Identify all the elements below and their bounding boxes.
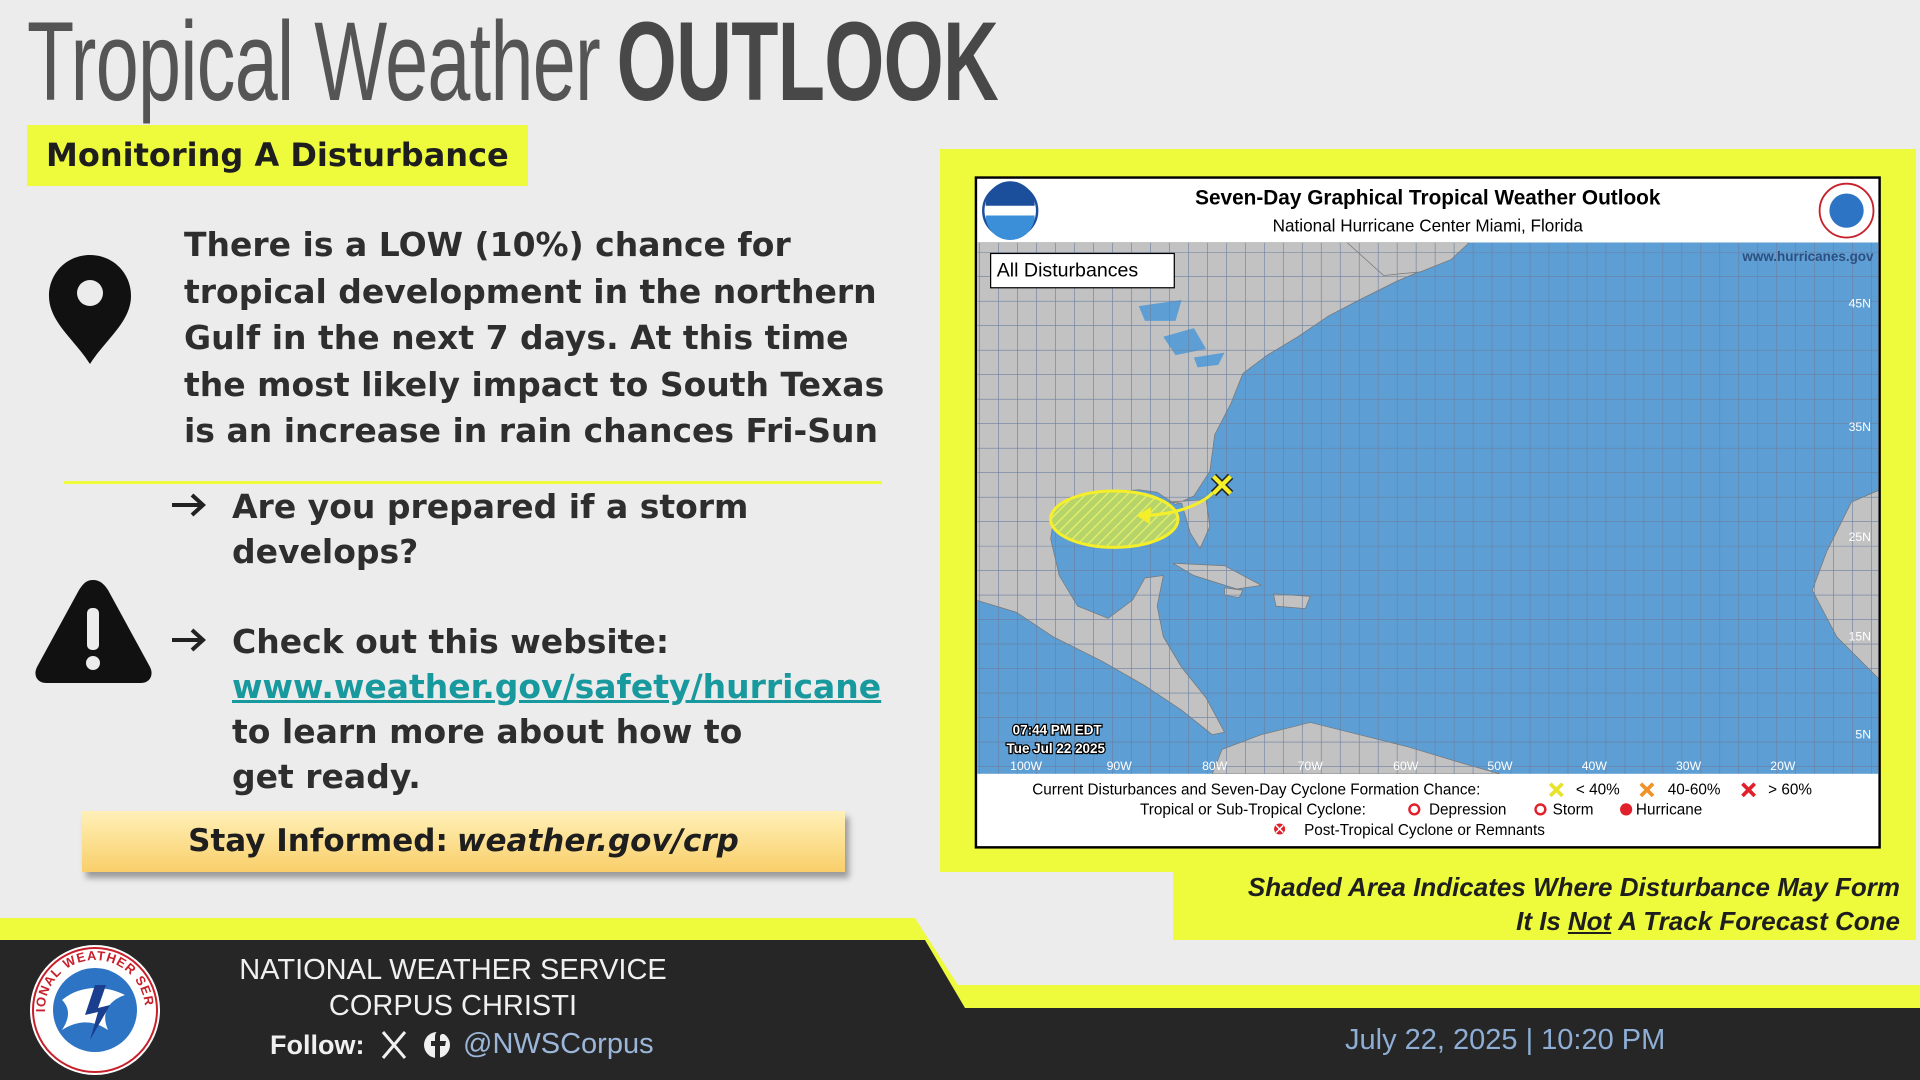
caption: Shaded Area Indicates Where Disturbance … (1248, 870, 1900, 938)
link[interactable]: www.weather.gov/safety/hurricane (232, 667, 882, 706)
nws-map-logo (1818, 182, 1875, 239)
lat-label: 35N (1849, 420, 1871, 434)
legend-item: 40-60% (1668, 782, 1721, 799)
legend-item: > 60% (1768, 782, 1812, 799)
pin-icon (49, 255, 131, 364)
stay-label: Stay Informed: (188, 823, 448, 859)
title-light: Tropical Weather (27, 0, 601, 124)
bullet: Check out this website: www.weather.gov/… (232, 619, 882, 799)
warning-icon (35, 580, 152, 683)
stay-informed: Stay Informed: weather.gov/crp (82, 811, 845, 872)
caption-text: It Is (1516, 906, 1561, 936)
lon-label: 80W (1202, 759, 1228, 773)
disturbance (1049, 473, 1234, 549)
caption-emphasis: Not (1567, 906, 1612, 936)
lon-label: 50W (1487, 759, 1513, 773)
bullet-text: to learn more about how to get ready. (232, 712, 743, 796)
lon-label: 60W (1393, 759, 1419, 773)
title-bold: OUTLOOK (616, 0, 999, 124)
footer-handle[interactable]: @NWSCorpus (463, 1028, 654, 1060)
map-subtitle: National Hurricane Center Miami, Florida (1273, 215, 1584, 235)
caption-text: A Track Forecast Cone (1618, 906, 1900, 936)
badge: Monitoring A Disturbance (27, 125, 528, 186)
lat-label: 5N (1855, 727, 1871, 741)
outlook-map: Seven-Day Graphical Tropical Weather Out… (974, 176, 1881, 849)
legend-item: Storm (1553, 801, 1594, 818)
legend-item: < 40% (1576, 782, 1620, 799)
lon-label: 30W (1676, 759, 1702, 773)
summary: There is a LOW (10%) chance for tropical… (184, 225, 885, 450)
legend-item: Post-Tropical Cyclone or Remnants (1304, 822, 1545, 839)
legend-label: Current Disturbances and Seven-Day Cyclo… (1032, 782, 1480, 799)
legend-item: Hurricane (1636, 801, 1702, 818)
bullet-text: Check out this website: (232, 622, 670, 661)
map-date: Tue Jul 22 2025 (1007, 741, 1106, 756)
map-website: www.hurricanes.gov (1741, 249, 1874, 264)
title: Tropical Weather OUTLOOK (27, 0, 999, 124)
footer-band (0, 940, 1920, 1080)
footer-org: NATIONAL WEATHER SERVICE (239, 954, 667, 986)
lon-label: 90W (1107, 759, 1133, 773)
map-title: Seven-Day Graphical Tropical Weather Out… (1195, 186, 1661, 209)
land (977, 242, 1879, 774)
lon-label: 100W (1010, 759, 1042, 773)
map-tab (990, 252, 1175, 289)
legend-item: Depression (1429, 801, 1506, 818)
lon-label: 20W (1770, 759, 1796, 773)
lon-label: 70W (1298, 759, 1324, 773)
lat-label: 15N (1849, 629, 1871, 643)
stay-link[interactable]: weather.gov/crp (456, 823, 739, 859)
social-icons (381, 1030, 450, 1059)
bullet: Are you prepared if a storm develops? (232, 487, 749, 571)
noaa-logo (982, 181, 1039, 241)
bullet-arrow (172, 493, 206, 652)
map-legend: Current Disturbances and Seven-Day Cyclo… (1032, 782, 1812, 839)
map-tab-label: All Disturbances (997, 260, 1139, 282)
caption-panel (1173, 860, 1916, 940)
divider (64, 481, 882, 484)
footer-office: NATIONAL WEATHER SERVICE CORPUS CHRISTI (228, 952, 678, 1024)
footer-datetime: July 22, 2025 | 10:20 PM (1345, 1024, 1666, 1056)
map-time: 07:44 PM EDT (1013, 723, 1103, 738)
lat-label: 25N (1849, 530, 1871, 544)
legend-label: Tropical or Sub-Tropical Cyclone: (1140, 801, 1366, 818)
footer-office-name: CORPUS CHRISTI (328, 990, 578, 1022)
caption-line: It Is Not A Track Forecast Cone (1248, 904, 1900, 938)
footer-follow: Follow: (270, 1030, 365, 1060)
caption-line: Shaded Area Indicates Where Disturbance … (1247, 872, 1900, 902)
lon-label: 40W (1582, 759, 1608, 773)
lat-label: 45N (1849, 296, 1871, 310)
